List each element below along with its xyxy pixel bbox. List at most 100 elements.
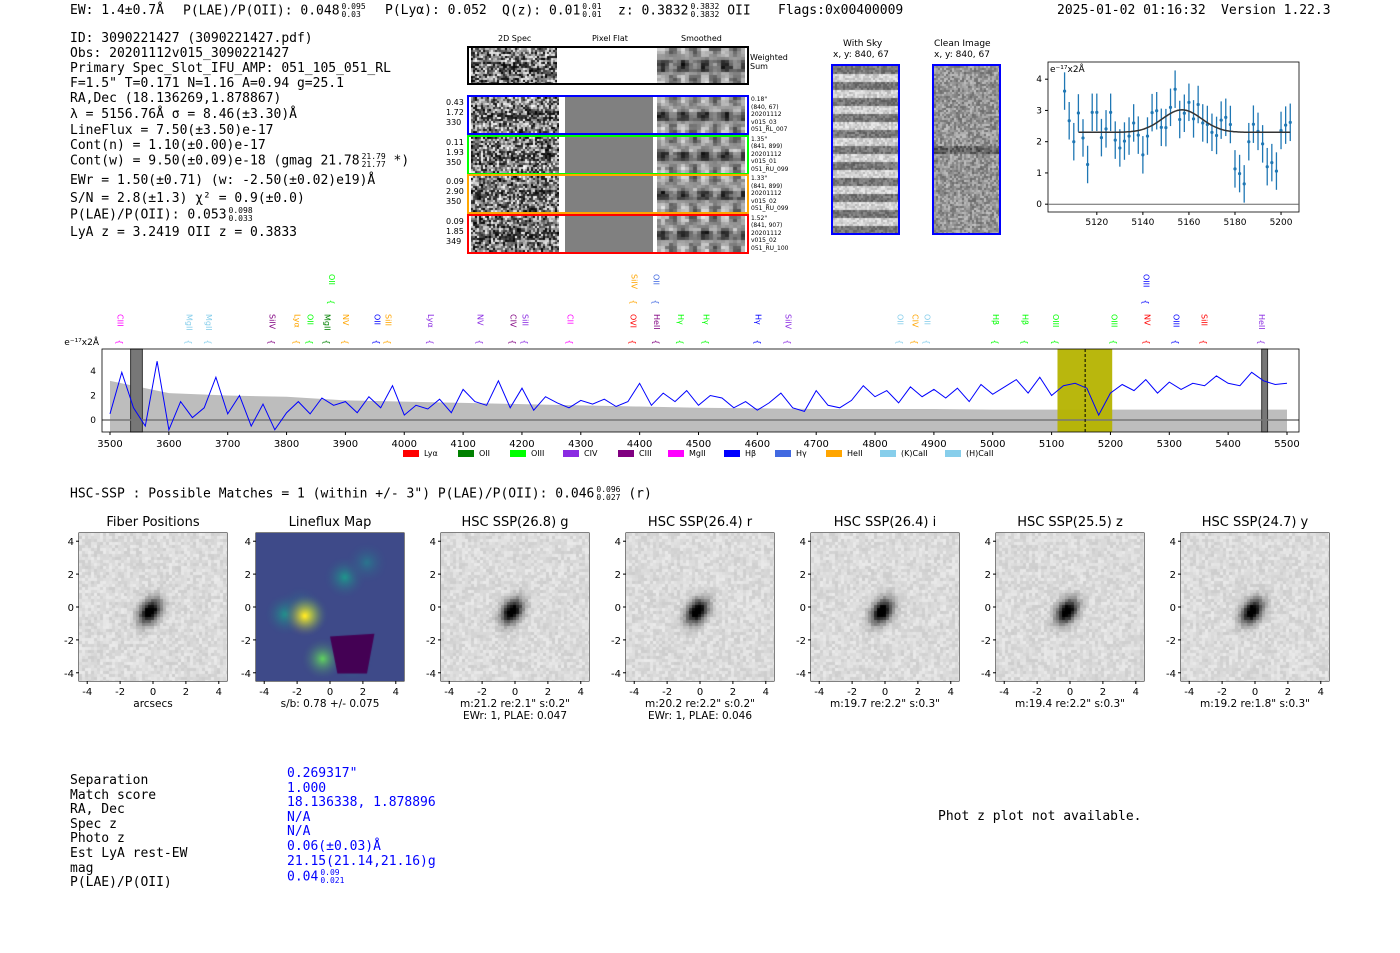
emission-line-label: OVI	[629, 314, 638, 328]
with-sky-title: With Sky	[843, 39, 883, 49]
data-point	[1191, 117, 1196, 121]
label-spec-z: Spec z	[70, 816, 117, 832]
hsc-summary-lo: 0.027	[596, 493, 621, 502]
emission-line-brace: {	[1142, 339, 1151, 344]
header-plae-lo: 0.03	[341, 10, 361, 19]
x-tick-label: 2	[1285, 687, 1291, 698]
x-tick-label: -4	[1184, 687, 1194, 698]
y-tick-label: 3	[1036, 106, 1042, 116]
emission-line-brace: {	[292, 339, 301, 344]
emission-line-brace: {	[1199, 339, 1208, 344]
value-spec-z: N/A	[287, 809, 311, 825]
x-tick-label: 3600	[156, 439, 181, 450]
x-tick-label: 5000	[980, 439, 1005, 450]
y-tick-label: 4	[430, 537, 436, 548]
row-stats: 0.11 1.93 350	[446, 138, 464, 168]
emission-line-brace: {	[184, 339, 193, 344]
legend-item: OII	[458, 449, 490, 458]
with-sky-coords: x, y: 840, 67	[833, 50, 889, 60]
label-est-lya-rest-ew: Est LyA rest-EW	[70, 845, 188, 861]
data-point	[1122, 139, 1127, 143]
legend-swatch	[880, 450, 896, 457]
row-stat: 1.85	[446, 226, 464, 236]
y-unit-label: e⁻¹⁷x2Å	[64, 336, 100, 348]
info-id: ID: 3090221427 (3090221427.pdf)	[70, 31, 313, 46]
x-tick-label: 2	[1100, 687, 1106, 698]
legend-item: (K)CaII	[880, 449, 928, 458]
emission-line-label: Hβ	[991, 314, 1000, 325]
legend-swatch	[945, 450, 961, 457]
row-meta-line: 1.52"	[751, 214, 768, 222]
data-point	[1099, 136, 1104, 140]
x-tick-label: 5160	[1177, 218, 1200, 228]
y-tick-label: 0	[615, 603, 621, 614]
x-tick-label: 3500	[97, 439, 122, 450]
value-photo-z: N/A	[287, 824, 311, 840]
row-stat: 330	[446, 118, 462, 127]
x-tick-label: 5300	[1157, 439, 1182, 450]
panel-caption: s/b: 0.78 +/- 0.075	[281, 698, 380, 710]
header-z-line: OII	[727, 3, 751, 19]
row-meta-line: (841, 907)	[751, 222, 783, 229]
emission-line-brace: {	[475, 339, 484, 344]
cutout-image	[1181, 533, 1329, 681]
legend-label: Hγ	[796, 449, 807, 458]
row-meta-line: 051_RU_099	[751, 205, 789, 212]
data-point	[1288, 120, 1292, 124]
x-tick-label: 5140	[1131, 218, 1154, 228]
row-meta: 1.33" (841, 899) 20201112 v015_02 051_RU_099	[751, 175, 788, 213]
x-tick-label: 5120	[1085, 218, 1108, 228]
row-meta-line: v015_03	[751, 118, 777, 126]
row-stat: 0.43	[446, 98, 464, 107]
x-tick-label: 2	[183, 687, 189, 698]
data-point	[1178, 117, 1182, 122]
fit-plot: 5120 5140 5160 5180 5200 0 1 2 3 4 e⁻¹⁷x2Å	[1036, 61, 1300, 228]
label-separation: Separation	[70, 773, 149, 788]
full-spectrum-plot: 3500 3600 3700 3800 3900 4000 4100 4200 4300 4400…	[64, 274, 1299, 450]
row-smoothed-image	[657, 136, 745, 173]
emission-line-brace: {	[629, 299, 638, 304]
x-tick-label: 0	[1252, 687, 1258, 698]
spectrum-frame	[101, 348, 1300, 433]
y-tick-label: -2	[796, 636, 806, 647]
info-contn: Cont(n) = 1.10(±0.00)e-17	[70, 138, 266, 153]
emission-line-label: OIII	[1141, 274, 1150, 287]
data-point	[1228, 122, 1232, 127]
emission-line-label: Lyα	[426, 314, 435, 328]
legend-label: HeII	[847, 449, 863, 458]
row-2dspec-image	[471, 176, 559, 212]
x-tick-label: 4	[578, 687, 584, 698]
x-tick-label: 3700	[215, 439, 240, 450]
x-tick-label: 5400	[1215, 439, 1240, 450]
emission-line-label: OIII	[1109, 314, 1118, 327]
data-point	[1164, 126, 1168, 130]
y-tick-label: 4	[1170, 537, 1176, 548]
row-meta-line: (841, 899)	[751, 143, 783, 150]
value-plae-main: 0.04	[287, 869, 319, 885]
legend-item: HeII	[826, 449, 863, 458]
weighted-sum-label: Weighted Sum	[750, 53, 788, 71]
panel-title: Lineflux Map	[289, 515, 372, 530]
y-tick-label: -2	[611, 636, 621, 647]
clean-image-coords: x, y: 840, 67	[934, 50, 990, 60]
emission-line-brace: {	[426, 339, 435, 344]
value-match-score: 1.000	[287, 780, 327, 796]
y-tick-label: 1	[1036, 169, 1042, 179]
row-meta: 0.18" (840, 67) 20201112 v015_03 051_RL_007	[751, 96, 787, 134]
data-point	[1182, 111, 1186, 115]
legend-label: Lyα	[424, 449, 438, 458]
x-tick-label: 2	[730, 687, 736, 698]
data-point	[1237, 171, 1242, 176]
photz-unavailable: Phot z plot not available.	[938, 809, 1142, 824]
col-header-pixelflat: Pixel Flat	[592, 34, 628, 43]
row-meta-line: 20201112	[751, 150, 782, 158]
header-z-value: z: 0.3832	[618, 3, 689, 19]
fiber-spec-row	[467, 213, 749, 254]
hsc-summary-hi: 0.096	[596, 485, 621, 494]
legend-swatch	[510, 450, 526, 457]
header-z-lo: 0.3832	[690, 10, 720, 19]
row-meta-line: (841, 899)	[751, 182, 783, 190]
emission-line-brace: {	[326, 299, 335, 304]
x-tick-label: 4200	[509, 439, 534, 450]
